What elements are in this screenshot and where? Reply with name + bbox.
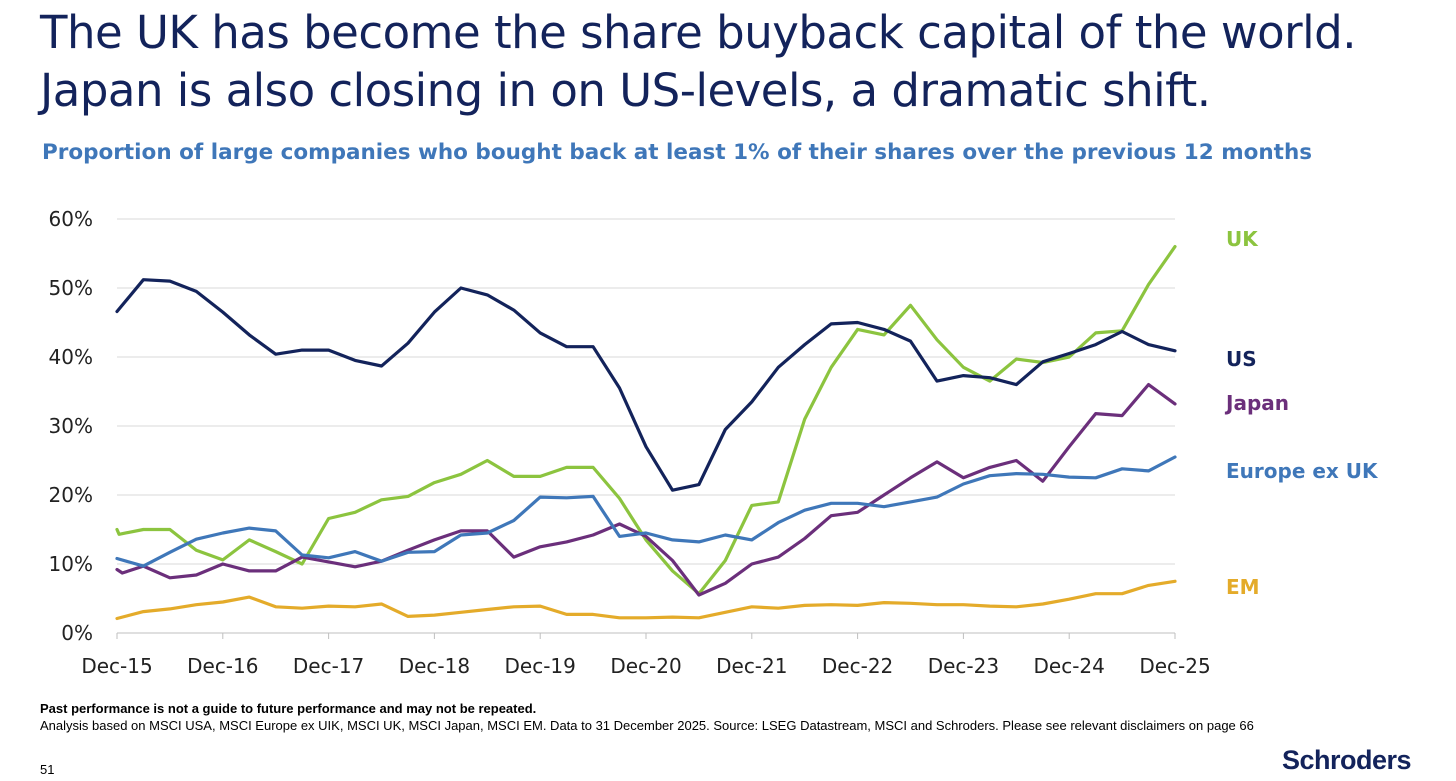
x-tick-label: Dec-17 [293, 654, 364, 678]
series-line-us [115, 278, 1177, 492]
y-tick-label: 60% [49, 207, 93, 231]
page-number: 51 [40, 762, 55, 777]
x-tick-label: Dec-16 [187, 654, 258, 678]
disclaimer-past-performance: Past performance is not a guide to futur… [40, 701, 537, 716]
schroders-logo: Schroders [1282, 745, 1412, 775]
series-line-japan [115, 383, 1177, 597]
x-tick-label: Dec-22 [822, 654, 893, 678]
x-tick-label: Dec-18 [399, 654, 470, 678]
series-line-europe-ex-uk [115, 455, 1177, 568]
x-tick-label: Dec-20 [610, 654, 681, 678]
x-tick-label: Dec-21 [716, 654, 787, 678]
title-line-2: Japan is also closing in on US-levels, a… [40, 64, 1211, 117]
legend-label-uk: UK [1226, 227, 1259, 251]
legend-label-japan: Japan [1224, 391, 1289, 415]
series-line-em [115, 579, 1177, 621]
series-line-uk [115, 245, 1177, 596]
y-tick-label: 30% [49, 414, 93, 438]
y-tick-label: 10% [49, 552, 93, 576]
x-tick-label: Dec-15 [81, 654, 152, 678]
y-tick-label: 50% [49, 276, 93, 300]
title-line-1: The UK has become the share buyback capi… [40, 6, 1357, 59]
legend-label-europe-ex-uk: Europe ex UK [1226, 459, 1379, 483]
y-tick-label: 40% [49, 345, 93, 369]
y-tick-label: 0% [61, 621, 93, 645]
buyback-line-chart: 0% 10% 20% 30% 40% 50% 60% Dec-15 Dec-16 Dec-17 De… [49, 207, 1379, 678]
chart-subtitle: Proportion of large companies who bought… [42, 140, 1313, 165]
y-tick-label: 20% [49, 483, 93, 507]
legend-label-us: US [1226, 347, 1257, 371]
legend-label-em: EM [1226, 575, 1260, 599]
page-title: The UK has become the share buyback capi… [40, 4, 1440, 120]
source-note: Analysis based on MSCI USA, MSCI Europe … [40, 718, 1254, 733]
x-tick-label: Dec-23 [928, 654, 999, 678]
x-tick-label: Dec-19 [505, 654, 576, 678]
x-tick-label: Dec-24 [1034, 654, 1105, 678]
x-tick-label: Dec-25 [1139, 654, 1210, 678]
